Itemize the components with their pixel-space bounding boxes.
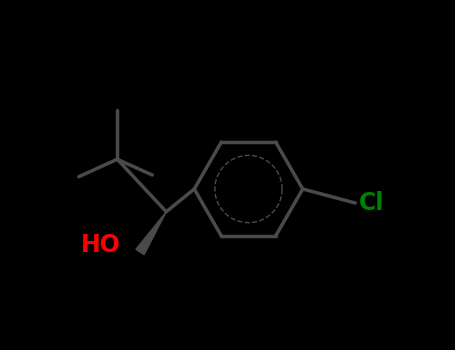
Text: HO: HO bbox=[81, 233, 121, 257]
Polygon shape bbox=[136, 212, 166, 255]
Text: Cl: Cl bbox=[359, 191, 384, 215]
